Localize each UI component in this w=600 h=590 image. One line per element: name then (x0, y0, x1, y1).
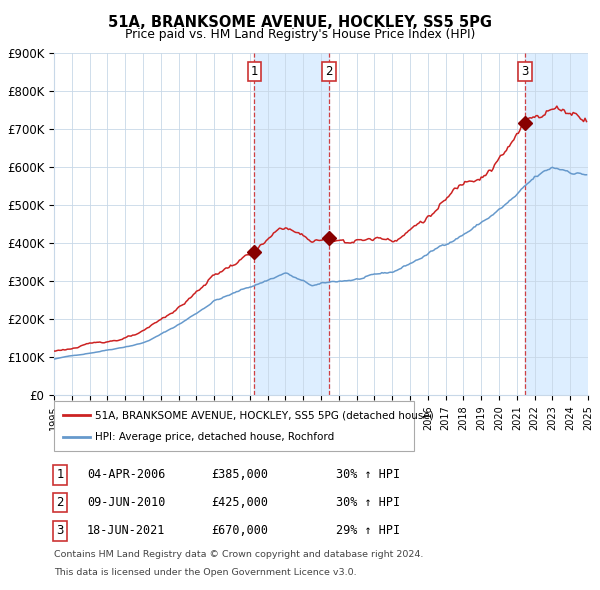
Text: 09-JUN-2010: 09-JUN-2010 (87, 496, 165, 509)
Text: 1: 1 (251, 65, 258, 78)
Text: This data is licensed under the Open Government Licence v3.0.: This data is licensed under the Open Gov… (54, 568, 356, 577)
Text: 51A, BRANKSOME AVENUE, HOCKLEY, SS5 5PG: 51A, BRANKSOME AVENUE, HOCKLEY, SS5 5PG (108, 15, 492, 30)
Text: £670,000: £670,000 (212, 525, 269, 537)
Text: 30% ↑ HPI: 30% ↑ HPI (336, 468, 400, 481)
Text: 30% ↑ HPI: 30% ↑ HPI (336, 496, 400, 509)
Text: 3: 3 (521, 65, 529, 78)
Text: 1: 1 (56, 468, 64, 481)
Bar (525, 53, 588, 395)
Bar (254, 53, 329, 395)
Text: Contains HM Land Registry data © Crown copyright and database right 2024.: Contains HM Land Registry data © Crown c… (54, 550, 424, 559)
Text: 51A, BRANKSOME AVENUE, HOCKLEY, SS5 5PG (detached house): 51A, BRANKSOME AVENUE, HOCKLEY, SS5 5PG … (95, 410, 434, 420)
Text: 3: 3 (56, 525, 64, 537)
Text: 2: 2 (56, 496, 64, 509)
Text: £425,000: £425,000 (212, 496, 269, 509)
Text: 04-APR-2006: 04-APR-2006 (87, 468, 165, 481)
Text: 29% ↑ HPI: 29% ↑ HPI (336, 525, 400, 537)
Text: 2: 2 (325, 65, 332, 78)
Text: 18-JUN-2021: 18-JUN-2021 (87, 525, 165, 537)
Text: Price paid vs. HM Land Registry's House Price Index (HPI): Price paid vs. HM Land Registry's House … (125, 28, 475, 41)
Text: HPI: Average price, detached house, Rochford: HPI: Average price, detached house, Roch… (95, 432, 334, 442)
Text: £385,000: £385,000 (212, 468, 269, 481)
